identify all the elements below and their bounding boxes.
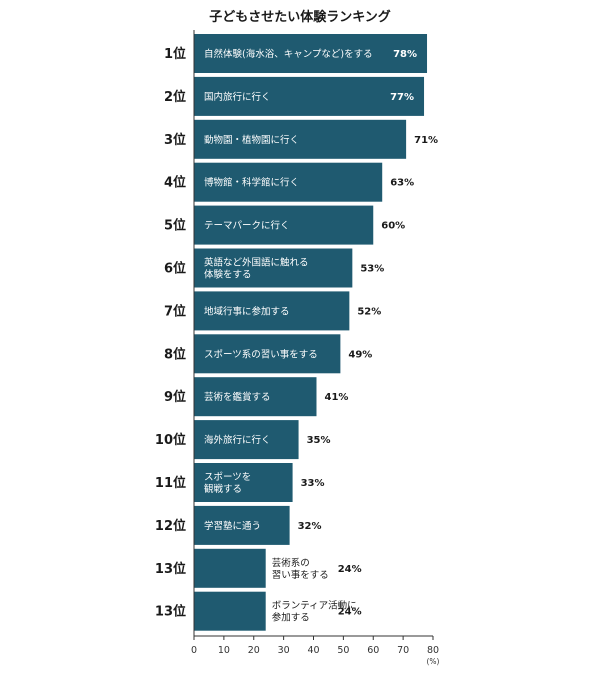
bar: [194, 334, 341, 374]
bar: [194, 205, 374, 245]
rank-label: 10位: [155, 432, 186, 448]
bar-label: 博物館・科学館に行く: [204, 177, 299, 189]
rank-label: 11位: [155, 475, 186, 491]
bar-label: 体験をする: [204, 269, 252, 281]
bar: [194, 591, 266, 631]
x-tick-label: 0: [191, 645, 197, 656]
x-tick-label: 40: [307, 645, 319, 656]
bar: [194, 548, 266, 588]
value-label: 24%: [338, 607, 362, 618]
rank-label: 5位: [164, 218, 186, 234]
bar-label: テーマパークに行く: [204, 220, 290, 232]
x-unit-label: (%): [427, 657, 440, 666]
bar-label: 観戦する: [204, 483, 242, 495]
bar-label: スポーツ系の習い事をする: [204, 348, 318, 360]
x-tick-label: 70: [397, 645, 409, 656]
bar-label: 習い事をする: [272, 569, 329, 581]
bar: [194, 34, 428, 73]
rank-label: 12位: [155, 518, 186, 534]
bar: [194, 420, 299, 460]
value-label: 41%: [324, 392, 348, 403]
x-tick-label: 60: [367, 645, 379, 656]
bar-label: 芸術を鑑賞する: [204, 391, 271, 403]
bar-label: 国内旅行に行く: [204, 91, 271, 103]
bar-label: ボランティア活動に: [272, 600, 357, 612]
rank-label: 13位: [155, 604, 186, 620]
x-tick-label: 10: [218, 645, 230, 656]
bar-label: 動物園・植物園に行く: [204, 134, 299, 146]
value-label: 63%: [390, 178, 414, 189]
bar-label: 学習塾に通う: [204, 520, 261, 532]
bar: [194, 76, 425, 116]
bar-label: 自然体験(海水浴、キャンプなど)をする: [204, 48, 373, 60]
value-label: 33%: [301, 478, 325, 489]
bar: [194, 463, 293, 502]
value-label: 77%: [390, 92, 414, 103]
value-label: 32%: [298, 521, 322, 532]
chart-title: 子どもさせたい体験ランキング: [209, 10, 391, 25]
bar: [194, 248, 353, 288]
rank-label: 6位: [164, 261, 186, 277]
value-label: 60%: [381, 221, 405, 232]
bar: [194, 291, 350, 331]
value-label: 35%: [307, 435, 331, 446]
x-tick-label: 30: [278, 645, 290, 656]
value-label: 49%: [348, 349, 372, 360]
x-tick-label: 20: [248, 645, 260, 656]
rank-label: 3位: [164, 132, 186, 148]
value-label: 24%: [338, 564, 362, 575]
bar-label: スポーツを: [204, 472, 251, 483]
bar-label: 海外旅行に行く: [204, 434, 271, 446]
rank-label: 13位: [155, 561, 186, 577]
rank-label: 4位: [164, 175, 186, 191]
bar: [194, 505, 290, 545]
value-label: 71%: [414, 135, 438, 146]
bar-label: 参加する: [272, 612, 310, 624]
rank-label: 2位: [164, 89, 186, 105]
x-tick-label: 80: [427, 645, 439, 656]
bar-label: 芸術系の: [272, 557, 310, 569]
bar-label: 地域行事に参加する: [204, 305, 290, 317]
rank-label: 1位: [164, 46, 186, 62]
rank-label: 7位: [164, 303, 186, 319]
bar-label: 英語など外国語に触れる: [204, 257, 309, 269]
bar: [194, 162, 383, 202]
value-label: 52%: [357, 306, 381, 317]
value-label: 78%: [393, 49, 417, 60]
x-tick-label: 50: [337, 645, 349, 656]
bar: [194, 377, 317, 417]
rank-label: 9位: [164, 389, 186, 405]
bar: [194, 119, 407, 159]
value-label: 53%: [360, 264, 384, 275]
rank-label: 8位: [164, 346, 186, 362]
